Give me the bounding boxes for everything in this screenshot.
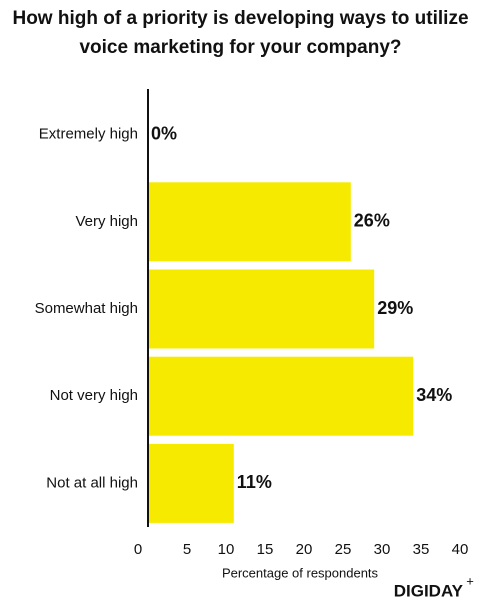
bar <box>148 356 414 436</box>
x-tick-label: 30 <box>374 541 391 558</box>
value-label: 34% <box>416 385 452 405</box>
y-tick-label: Very high <box>75 213 138 230</box>
brand: DIGIDAY <box>394 581 464 600</box>
bar <box>148 182 351 262</box>
x-tick-label: 5 <box>183 541 191 558</box>
value-label: 11% <box>237 472 272 492</box>
bar <box>148 443 234 523</box>
y-tick-label: Not at all high <box>46 474 138 491</box>
x-tick-label: 0 <box>134 541 142 558</box>
x-tick-label: 40 <box>452 541 469 558</box>
value-label: 29% <box>377 298 413 318</box>
brand-mark: + <box>466 573 474 588</box>
x-tick-label: 20 <box>296 541 313 558</box>
chart-title: How high of a priority is developing way… <box>12 8 469 58</box>
y-tick-label: Somewhat high <box>35 300 138 317</box>
x-tick-label: 10 <box>218 541 235 558</box>
x-axis-label: Percentage of respondents <box>222 565 379 580</box>
bar <box>148 269 375 349</box>
value-label: 26% <box>354 211 390 231</box>
value-label: 0% <box>151 123 177 143</box>
y-tick-label: Not very high <box>50 387 138 404</box>
x-tick-label: 25 <box>335 541 352 558</box>
x-tick-label: 15 <box>257 541 274 558</box>
x-tick-label: 35 <box>413 541 430 558</box>
y-tick-label: Extremely high <box>39 126 138 143</box>
